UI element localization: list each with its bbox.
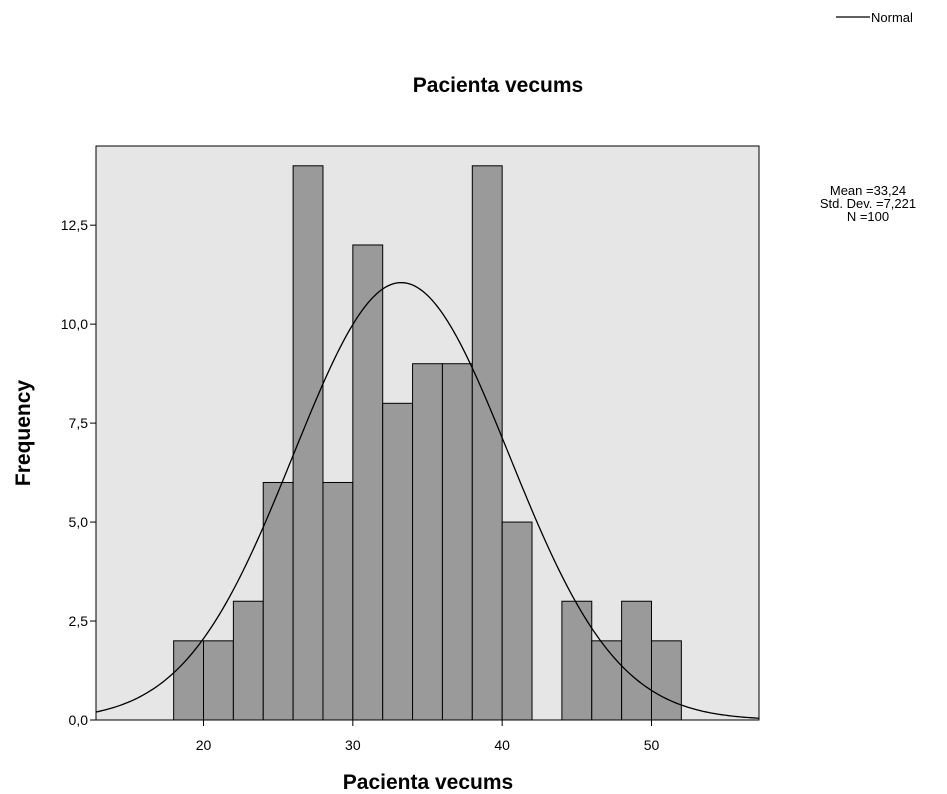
legend-normal-label: Normal xyxy=(871,10,913,25)
histogram-bar-20-22 xyxy=(203,640,234,721)
histogram-bar-28-30 xyxy=(322,481,354,721)
histogram-bar-44-46 xyxy=(561,600,593,721)
histogram-bar-48-50 xyxy=(621,600,652,721)
stat-mean: Mean =33,24 xyxy=(829,183,907,198)
y-axis-ticks: 0,0 2,5 5,0 7,5 10,0 12,5 xyxy=(61,217,96,728)
x-tick-label: 30 xyxy=(345,737,361,753)
y-axis-label: Frequency xyxy=(12,380,35,487)
normal-curve-line xyxy=(95,281,760,719)
chart-title: Pacienta vecums xyxy=(413,74,583,97)
y-tick-label: 2,5 xyxy=(69,613,89,629)
x-tick-label: 40 xyxy=(494,737,510,753)
stat-std-dev: Std. Dev. =7,221 xyxy=(819,196,917,211)
x-axis-ticks: 20 30 40 50 xyxy=(196,720,660,753)
histogram-bar-18-20 xyxy=(173,640,205,721)
histogram-bar-22-24 xyxy=(232,600,264,721)
histogram-bar-50-52 xyxy=(650,640,682,721)
y-tick-label: 5,0 xyxy=(69,514,89,530)
y-tick-label: 12,5 xyxy=(61,217,88,233)
x-tick-label: 20 xyxy=(196,737,212,753)
y-tick-label: 10,0 xyxy=(61,316,88,332)
x-axis-label: Pacienta vecums xyxy=(343,771,513,794)
histogram-bar-40-42 xyxy=(501,521,533,721)
histogram-bar-46-48 xyxy=(591,640,623,721)
histogram-bar-36-38 xyxy=(441,363,473,721)
x-tick-label: 50 xyxy=(644,737,660,753)
histogram-bar-30-32 xyxy=(352,244,384,721)
y-tick-label: 7,5 xyxy=(69,415,89,431)
bars-layer xyxy=(173,165,682,721)
histogram-bar-38-40 xyxy=(471,165,503,721)
histogram-bar-32-34 xyxy=(382,402,414,721)
histogram-bar-34-36 xyxy=(412,363,443,721)
y-tick-label: 0,0 xyxy=(69,712,89,728)
stat-n: N =100 xyxy=(846,209,890,224)
